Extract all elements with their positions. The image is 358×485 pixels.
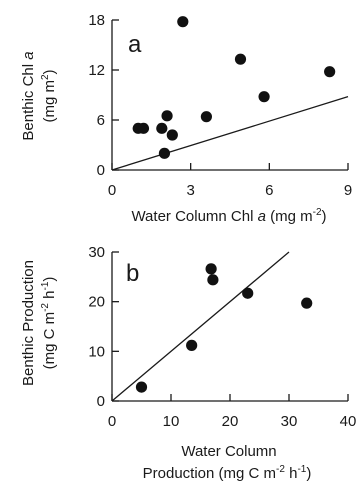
panel-b-data-point xyxy=(135,381,148,393)
panel-b-x-tick-label: 0 xyxy=(108,413,116,430)
panel-a-data-point xyxy=(166,129,178,141)
panel-a-x-tick-label: 6 xyxy=(265,182,273,199)
panel-b-x-tick-label: 30 xyxy=(281,413,298,430)
panel-b-x-tick-label: 40 xyxy=(340,413,357,430)
panel-a: a Benthic Chl a (mg m2) Water Column Chl … xyxy=(20,12,352,225)
panel-b-y-tick-label: 10 xyxy=(88,343,105,360)
panel-a-data-point xyxy=(161,110,173,122)
panel-b: b Benthic Production (mg C m-2 h-1) Water… xyxy=(20,244,356,482)
panel-a-data-point xyxy=(234,53,247,65)
panel-a-data-point xyxy=(137,122,150,134)
panel-b-x-tick-label: 20 xyxy=(222,413,239,430)
panel-b-x-axis-title-line1: Water Column xyxy=(181,443,276,460)
panel-b-data-point xyxy=(205,263,217,275)
panel-b-y-tick-label: 30 xyxy=(88,244,105,261)
panel-a-data-point xyxy=(177,16,189,28)
panel-a-x-tick-label: 0 xyxy=(108,182,116,199)
panel-b-ylabel-line2: (mg C m-2 h-1) xyxy=(40,277,58,370)
panel-a-axes: 0 6 12 18 0 3 6 9 xyxy=(88,12,352,199)
panel-a-xlabel-var: a xyxy=(258,208,266,225)
panel-a-data-point xyxy=(156,122,168,134)
panel-a-x-tick-label: 3 xyxy=(186,182,194,199)
panel-b-fit-line xyxy=(111,251,290,402)
panel-a-y-tick-label: 12 xyxy=(88,62,105,79)
panel-a-data-point xyxy=(200,111,212,123)
panel-b-ylabel-line1: Benthic Production xyxy=(20,260,37,386)
panel-a-ylabel-line2: (mg m2) xyxy=(40,69,58,122)
panel-b-letter: b xyxy=(126,260,139,287)
panel-a-data-point xyxy=(324,66,336,78)
panel-a-x-tick-label: 9 xyxy=(344,182,352,199)
panel-a-data-point xyxy=(258,91,270,103)
panel-b-x-axis-title-line2: Production (mg C m-2 h-1) xyxy=(143,464,312,482)
panel-a-ylabel-line1: Benthic Chl xyxy=(20,64,37,141)
panel-a-y-tick-label: 0 xyxy=(97,162,105,179)
panel-a-letter: a xyxy=(128,31,142,58)
panel-b-y-tick-label: 0 xyxy=(97,393,105,410)
panel-a-y-tick-label: 18 xyxy=(88,12,105,29)
panel-a-ylabel-var: a xyxy=(20,51,37,59)
panel-b-y-tick-label: 20 xyxy=(88,294,105,311)
panel-a-marks xyxy=(111,16,349,171)
panel-b-data-point xyxy=(301,297,313,309)
panel-a-x-axis-title: Water Column Chl a (mg m-2) xyxy=(131,207,326,225)
panel-b-marks xyxy=(111,251,313,402)
panel-b-data-point xyxy=(242,287,254,299)
panel-a-y-axis-title: Benthic Chl a (mg m2) xyxy=(20,51,58,140)
panel-a-fit-line xyxy=(111,96,349,171)
panel-b-x-tick-label: 10 xyxy=(163,413,180,430)
panel-a-data-point xyxy=(158,147,171,159)
panel-a-y-tick-label: 6 xyxy=(97,112,105,129)
panel-b-y-axis-title: Benthic Production (mg C m-2 h-1) xyxy=(20,260,58,386)
panel-b-axes: 0 10 20 30 0 10 20 30 40 xyxy=(88,244,356,430)
panel-b-data-point xyxy=(207,274,219,286)
panel-b-data-point xyxy=(186,339,198,351)
